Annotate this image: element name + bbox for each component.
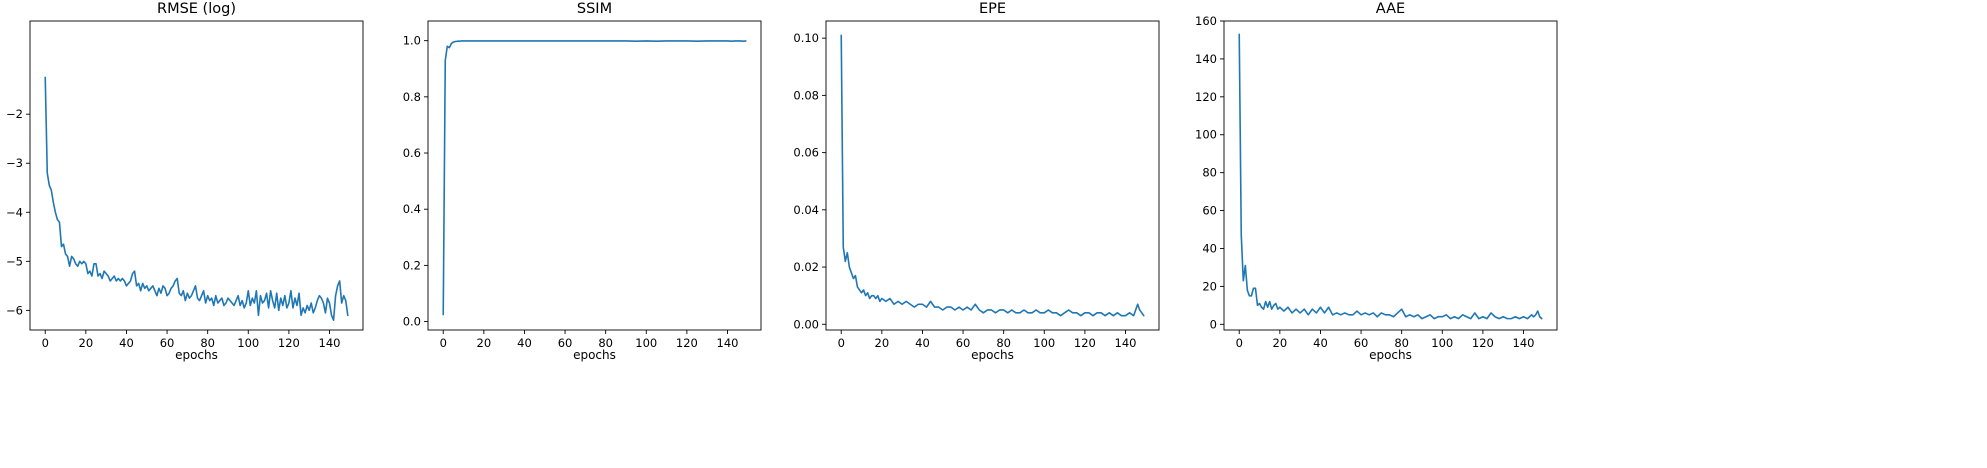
x-tick-label: 60	[956, 336, 971, 350]
y-tick-label: 0	[1210, 317, 1217, 331]
y-tick-label: 0.6	[403, 146, 421, 160]
y-tick-label: −4	[6, 205, 23, 219]
x-tick-label: 20	[875, 336, 890, 350]
subplot-epe: EPE epochs 0 20 40 60 80 100 120 140 0.00 0.02 0.0…	[793, 1, 1160, 362]
y-tick-label: 0.08	[793, 88, 819, 102]
y-tick-label: 80	[1202, 166, 1217, 180]
x-tick-label: 40	[1313, 336, 1328, 350]
subplot-ssim: SSIM epochs 0 20 40 60 80 100 120 140 0.0 0.2 0.4 0…	[403, 1, 762, 362]
y-tick-label: −3	[6, 156, 23, 170]
plot-frame	[427, 20, 762, 331]
y-tick-label: 1.0	[403, 34, 421, 48]
subplot-rmse-log: RMSE (log) epochs 0 20 40 60 80 100 120 140 −6 −5…	[6, 1, 364, 362]
x-axis-label: epochs	[1369, 348, 1412, 362]
x-tick-label: 60	[160, 336, 175, 350]
y-tick-label: −2	[6, 107, 23, 121]
subplot-title: RMSE (log)	[157, 1, 236, 17]
y-tick-label: 20	[1202, 279, 1217, 293]
x-tick-label: 60	[1354, 336, 1369, 350]
x-tick-label: 80	[200, 336, 215, 350]
y-tick-label: 160	[1195, 14, 1217, 28]
y-tick-label: −5	[6, 254, 23, 268]
y-tick-label: 40	[1202, 241, 1217, 255]
y-tick-label: 0.06	[793, 146, 819, 160]
plot-frame	[825, 20, 1160, 331]
y-tick-label: 140	[1195, 52, 1217, 66]
x-tick-label: 120	[676, 336, 698, 350]
x-axis-label: epochs	[573, 348, 616, 362]
x-tick-label: 100	[1431, 336, 1453, 350]
x-tick-label: 0	[838, 336, 845, 350]
y-tick-label: 0.4	[403, 202, 421, 216]
x-tick-label: 80	[1394, 336, 1409, 350]
x-tick-label: 80	[598, 336, 613, 350]
x-tick-label: 0	[440, 336, 447, 350]
x-tick-label: 20	[477, 336, 492, 350]
x-tick-label: 140	[717, 336, 739, 350]
subplot-title: SSIM	[577, 1, 612, 17]
plot-frame	[29, 20, 364, 331]
x-tick-label: 100	[1033, 336, 1055, 350]
x-tick-label: 120	[278, 336, 300, 350]
x-tick-label: 40	[517, 336, 532, 350]
x-axis-label: epochs	[971, 348, 1014, 362]
x-tick-label: 60	[558, 336, 573, 350]
subplot-title: EPE	[979, 1, 1006, 17]
subplot-title: AAE	[1376, 1, 1405, 17]
x-tick-label: 20	[1273, 336, 1288, 350]
y-tick-label: 60	[1202, 204, 1217, 218]
x-tick-label: 80	[996, 336, 1011, 350]
series-line	[840, 34, 1145, 317]
x-tick-label: 120	[1472, 336, 1494, 350]
y-tick-label: 0.00	[793, 317, 819, 331]
y-tick-label: −6	[6, 303, 23, 317]
x-tick-label: 0	[1236, 336, 1243, 350]
x-tick-label: 120	[1074, 336, 1096, 350]
y-tick-label: 0.8	[403, 90, 421, 104]
y-tick-label: 0.10	[793, 31, 819, 45]
series-line	[1238, 33, 1543, 320]
x-tick-label: 0	[42, 336, 49, 350]
y-tick-label: 0.0	[403, 315, 421, 329]
x-tick-label: 40	[915, 336, 930, 350]
y-tick-label: 0.02	[793, 260, 819, 274]
y-tick-label: 100	[1195, 128, 1217, 142]
series-line	[442, 40, 747, 316]
y-tick-label: 120	[1195, 90, 1217, 104]
series-line	[44, 76, 349, 321]
y-tick-label: 0.04	[793, 203, 819, 217]
y-tick-label: 0.2	[403, 258, 421, 272]
x-tick-label: 140	[319, 336, 341, 350]
plot-frame	[1223, 20, 1558, 331]
x-tick-label: 140	[1115, 336, 1137, 350]
x-tick-label: 100	[237, 336, 259, 350]
x-axis-label: epochs	[175, 348, 218, 362]
x-tick-label: 20	[79, 336, 94, 350]
x-tick-label: 140	[1513, 336, 1535, 350]
x-tick-label: 40	[119, 336, 134, 350]
subplot-aae: AAE epochs 0 20 40 60 80 100 120 140 0 20 40 60 80 10…	[1195, 1, 1558, 362]
x-tick-label: 100	[635, 336, 657, 350]
